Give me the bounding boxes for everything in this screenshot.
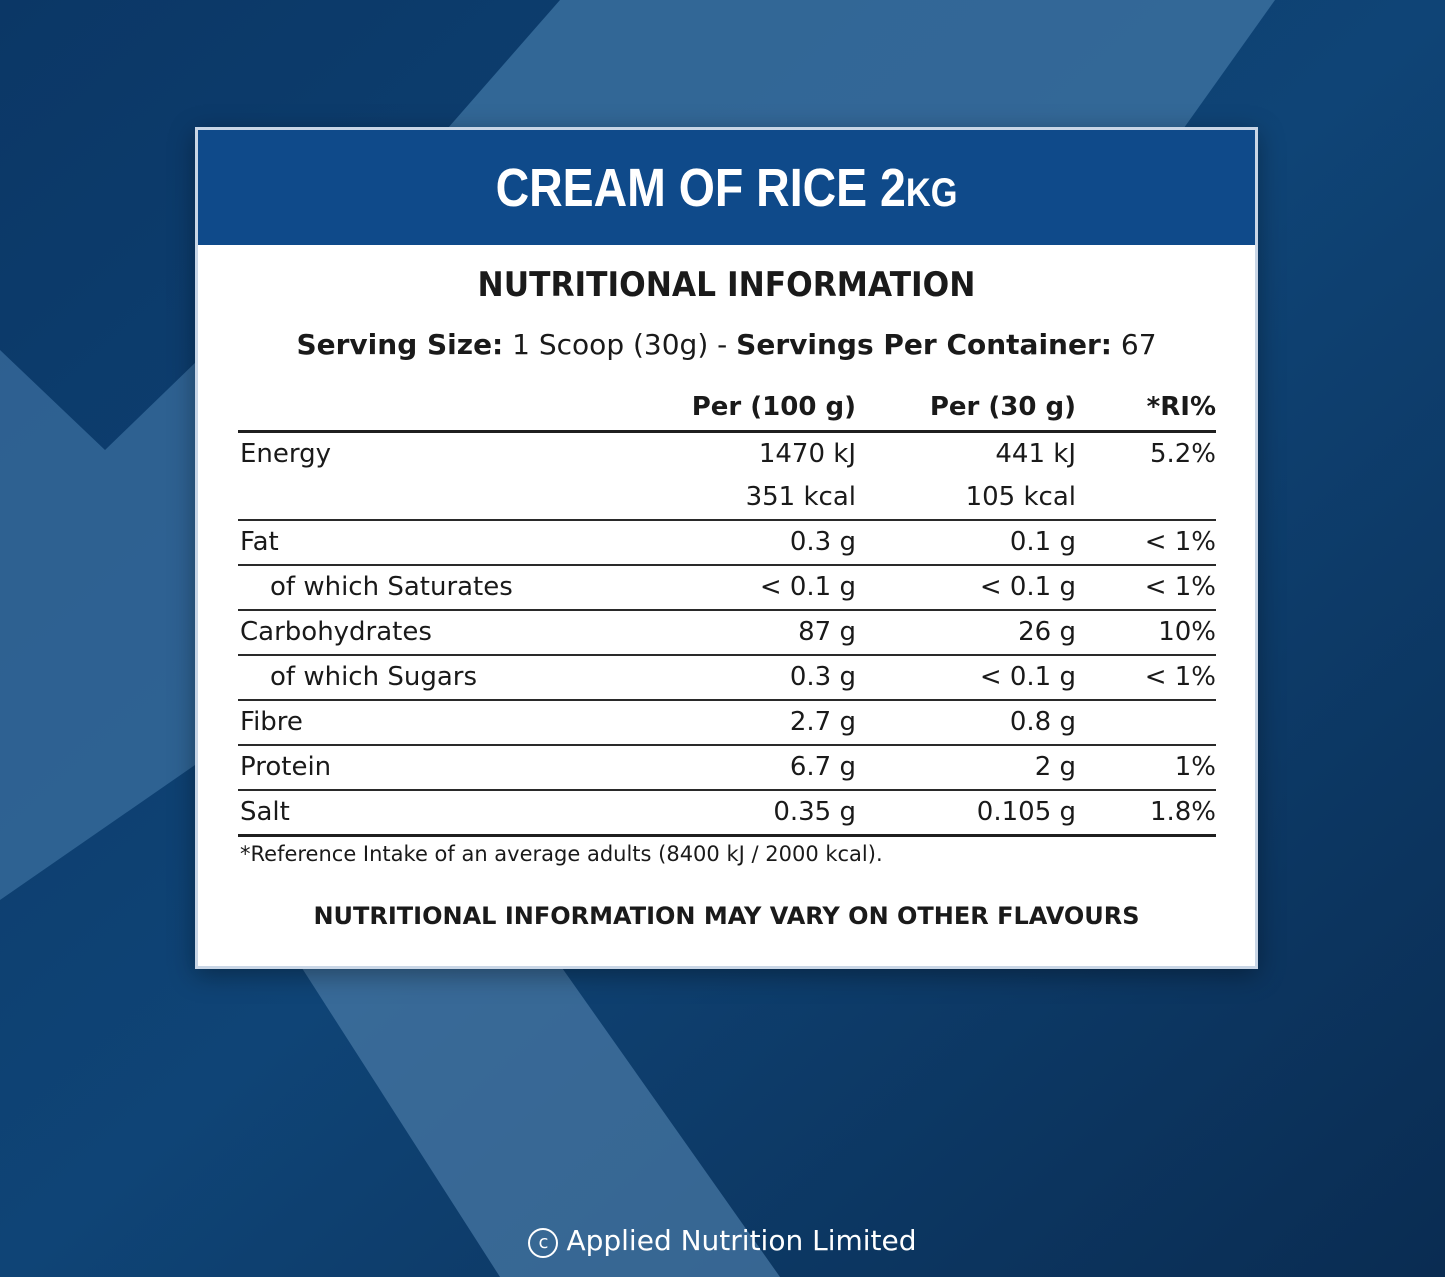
cell-per-100g: 1470 kJ: [758, 439, 856, 469]
nutrition-table: Per (100 g) Per (30 g) *RI% Energy 1470 …: [238, 386, 1216, 837]
row-label: Salt: [240, 797, 290, 827]
row-label: Fibre: [240, 707, 303, 737]
cell-per-100g: 6.7 g: [789, 752, 856, 782]
table-row-energy: Energy 1470 kJ 441 kJ 5.2% 351 kcal 105 …: [238, 433, 1216, 521]
row-label: Fat: [240, 527, 279, 557]
product-title: CREAM OF RICE 2KG: [495, 157, 958, 218]
cell-per-30g: 0.1 g: [1009, 527, 1076, 557]
table-row-protein: Protein 6.7 g 2 g 1%: [238, 746, 1216, 791]
cell-per-30g: < 0.1 g: [979, 662, 1076, 692]
cell-ri: < 1%: [1144, 527, 1216, 557]
cell-per-100g: < 0.1 g: [759, 572, 856, 602]
cell-per-30g: 2 g: [1034, 752, 1076, 782]
cell-ri: < 1%: [1144, 572, 1216, 602]
copyright-text: Applied Nutrition Limited: [566, 1224, 917, 1257]
cell-per-30g: 0.8 g: [1009, 707, 1076, 737]
cell-per-30g: < 0.1 g: [979, 572, 1076, 602]
table-row-fat: Fat 0.3 g 0.1 g < 1%: [238, 521, 1216, 566]
servings-per-container-label: Servings Per Container:: [736, 328, 1112, 361]
cell-ri: 5.2%: [1149, 439, 1216, 469]
cell-ri: 1.8%: [1149, 797, 1216, 827]
cell-per-30g: 441 kJ: [995, 439, 1076, 469]
header-ri: *RI%: [1146, 392, 1216, 422]
cell-per-100g: 2.7 g: [789, 707, 856, 737]
serving-separator: -: [717, 328, 728, 361]
serving-size-value: 1 Scoop (30g): [512, 328, 709, 361]
cell-per-30g: 0.105 g: [976, 797, 1076, 827]
cell-per-100g: 0.35 g: [773, 797, 856, 827]
header-per-30g: Per (30 g): [929, 392, 1076, 422]
cell-per-100g: 87 g: [798, 617, 856, 647]
serving-size-label: Serving Size:: [296, 328, 504, 361]
product-title-unit: KG: [905, 170, 958, 215]
row-label: Protein: [240, 752, 332, 782]
nutrition-card: CREAM OF RICE 2KG NUTRITIONAL INFORMATIO…: [195, 127, 1258, 969]
table-row-sugars: of which Sugars 0.3 g < 0.1 g < 1%: [238, 656, 1216, 701]
cell-per-100g-kcal: 351 kcal: [745, 482, 856, 512]
serving-info: Serving Size: 1 Scoop (30g) - Servings P…: [198, 328, 1255, 361]
cell-ri: 1%: [1174, 752, 1216, 782]
card-header: CREAM OF RICE 2KG: [198, 130, 1255, 245]
table-header: Per (100 g) Per (30 g) *RI%: [238, 386, 1216, 433]
cell-per-100g: 0.3 g: [789, 527, 856, 557]
cell-per-30g: 26 g: [1018, 617, 1076, 647]
row-label: of which Sugars: [270, 662, 477, 692]
table-row-fibre: Fibre 2.7 g 0.8 g: [238, 701, 1216, 746]
copyright-line: c Applied Nutrition Limited: [0, 1224, 1445, 1258]
row-label: Energy: [240, 439, 332, 469]
diagonal-stripe-bottom: [300, 965, 780, 1277]
flavour-disclaimer: NUTRITIONAL INFORMATION MAY VARY ON OTHE…: [313, 902, 1140, 930]
header-per-100g: Per (100 g): [691, 392, 856, 422]
cell-ri: 10%: [1158, 617, 1216, 647]
cell-ri: < 1%: [1144, 662, 1216, 692]
copyright-icon: c: [528, 1228, 559, 1258]
table-row-carbohydrates: Carbohydrates 87 g 26 g 10%: [238, 611, 1216, 656]
row-label: Carbohydrates: [240, 617, 432, 647]
table-row-salt: Salt 0.35 g 0.105 g 1.8%: [238, 791, 1216, 837]
table-row-saturates: of which Saturates < 0.1 g < 0.1 g < 1%: [238, 566, 1216, 611]
section-title: NUTRITIONAL INFORMATION: [477, 265, 976, 305]
servings-per-container-value: 67: [1120, 328, 1157, 361]
row-label: of which Saturates: [270, 572, 513, 602]
cell-per-100g: 0.3 g: [789, 662, 856, 692]
cell-per-30g-kcal: 105 kcal: [965, 482, 1076, 512]
reference-intake-footnote: *Reference Intake of an average adults (…: [240, 842, 883, 866]
